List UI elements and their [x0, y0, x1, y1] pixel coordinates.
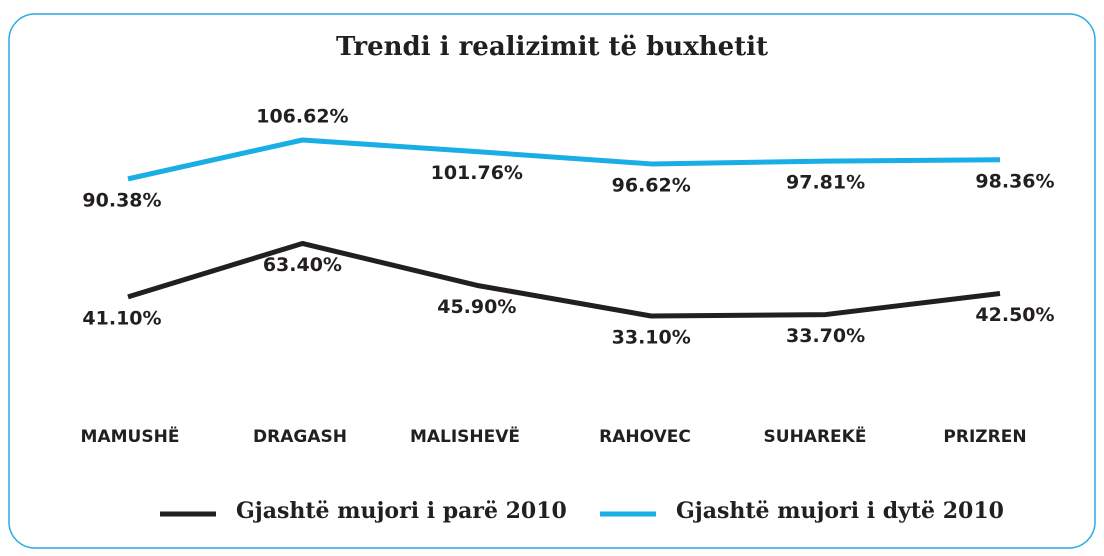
legend-label: Gjashtë mujori i parë 2010 [236, 498, 567, 524]
data-label: 96.62% [612, 174, 691, 196]
x-tick-label: DRAGASH [253, 427, 347, 447]
data-label: 42.50% [975, 304, 1054, 326]
data-label: 97.81% [786, 172, 865, 194]
data-label: 41.10% [82, 307, 161, 329]
data-label: 33.10% [612, 327, 691, 349]
data-label: 101.76% [431, 162, 523, 184]
legend-label: Gjashtë mujori i dytë 2010 [676, 498, 1004, 524]
x-tick-label: MALISHEVË [410, 425, 520, 447]
data-label: 98.36% [975, 170, 1054, 192]
series-line [127, 240, 1001, 319]
data-label: 45.90% [437, 296, 516, 318]
x-tick-label: PRIZREN [943, 427, 1026, 447]
x-tick-label: MAMUSHË [81, 425, 180, 447]
x-tick-label: SUHAREKË [764, 425, 867, 447]
data-label: 63.40% [263, 254, 342, 276]
data-label: 106.62% [256, 106, 348, 128]
x-tick-label: RAHOVEC [599, 427, 691, 447]
series-line [127, 137, 1001, 182]
chart-title: Trendi i realizimit të buxhetit [336, 32, 768, 62]
frame [8, 13, 1096, 549]
data-label: 90.38% [82, 189, 161, 211]
data-label: 33.70% [786, 325, 865, 347]
